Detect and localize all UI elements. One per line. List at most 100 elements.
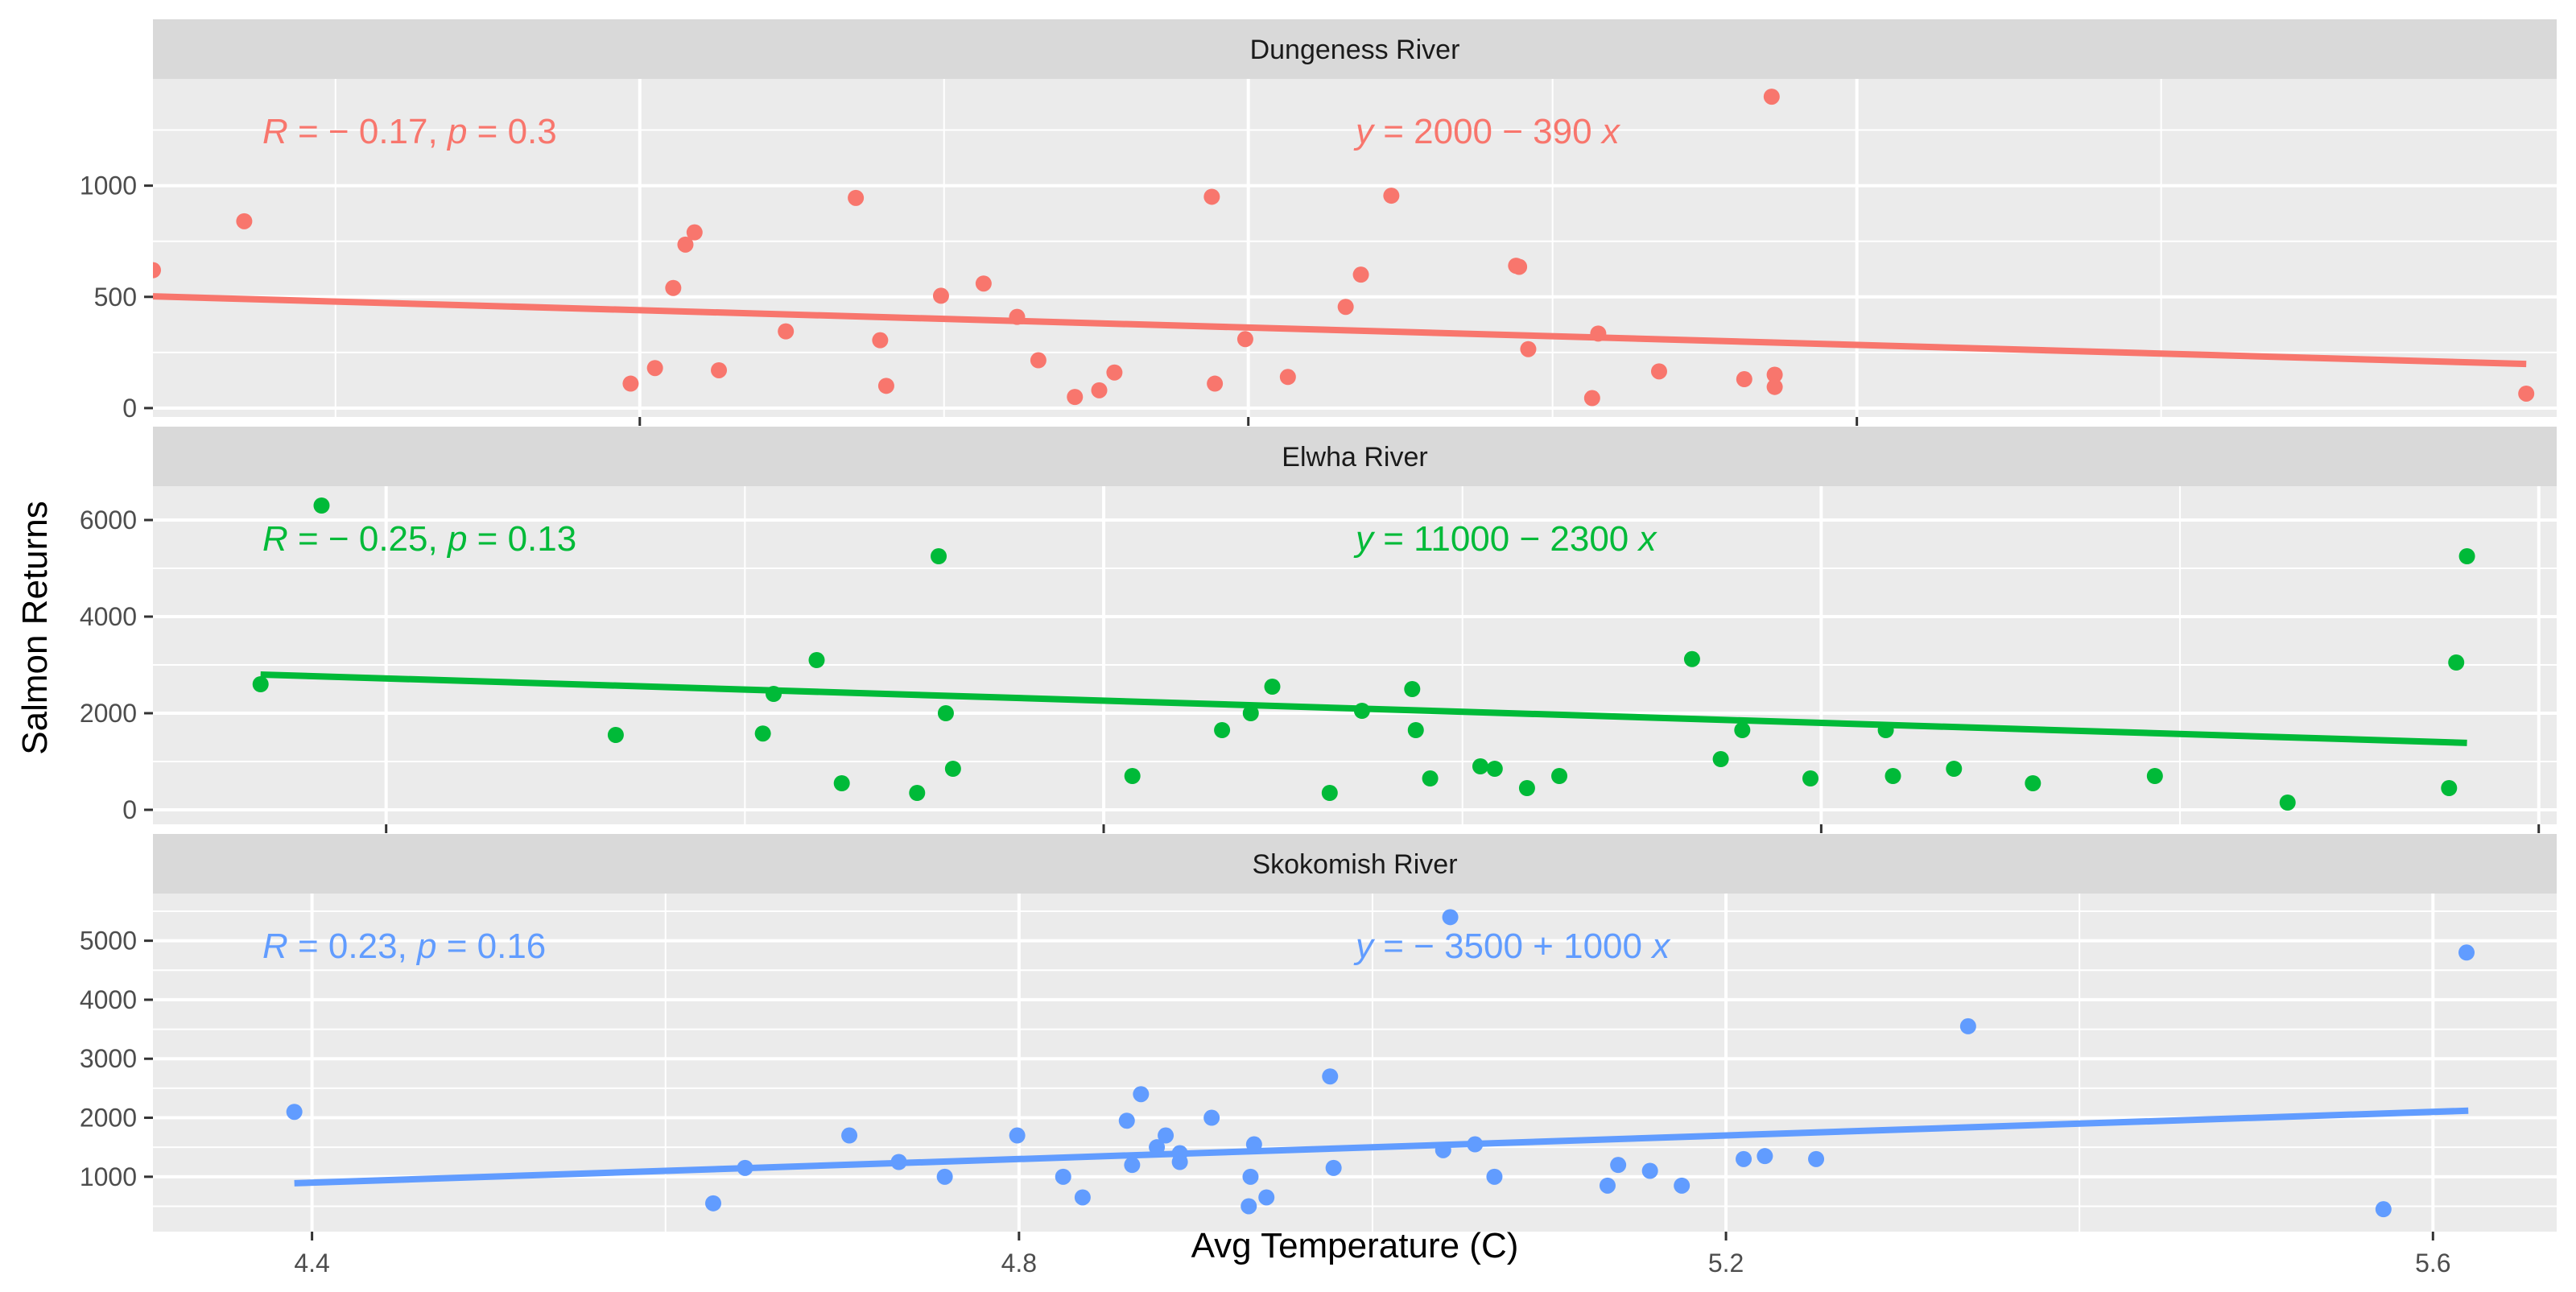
regression-equation-label: y = 2000 − 390 x — [1353, 112, 1621, 151]
y-tick-label: 2000 — [80, 1104, 137, 1133]
data-point — [1242, 1168, 1259, 1185]
data-point — [1337, 299, 1354, 316]
facet-strip — [153, 427, 2557, 486]
x-tick-label: 5.2 — [1708, 1249, 1744, 1278]
data-point — [737, 1159, 753, 1176]
data-point — [1650, 363, 1667, 380]
data-point — [1766, 378, 1783, 395]
data-point — [607, 727, 624, 743]
data-point — [2518, 385, 2535, 402]
data-point — [1674, 1177, 1690, 1194]
y-tick-label: 0 — [122, 394, 137, 423]
correlation-label: R = − 0.17, p = 0.3 — [262, 112, 557, 151]
data-point — [153, 262, 161, 279]
data-point — [1486, 761, 1503, 777]
x-axis-title: Avg Temperature (C) — [1191, 1226, 1519, 1265]
data-point — [1352, 266, 1369, 283]
regression-equation-label: y = 11000 − 2300 x — [1353, 519, 1657, 559]
data-point — [1404, 681, 1421, 697]
y-tick-label: 6000 — [80, 506, 137, 535]
data-point — [1207, 375, 1224, 392]
data-point — [1520, 341, 1537, 357]
x-tick-label: 4.4 — [294, 1249, 329, 1278]
data-point — [754, 725, 771, 742]
y-tick-label: 1000 — [80, 171, 137, 200]
data-point — [1236, 331, 1253, 348]
data-point — [1067, 389, 1084, 406]
data-point — [286, 1104, 303, 1121]
data-layer — [252, 497, 2475, 811]
data-point — [1074, 1189, 1091, 1206]
data-point — [1091, 382, 1108, 398]
data-point — [2279, 795, 2296, 811]
data-point — [1885, 768, 1901, 784]
y-tick-label: 0 — [122, 795, 137, 824]
data-point — [646, 360, 663, 377]
correlation-label: R = 0.23, p = 0.16 — [262, 927, 546, 966]
regression-equation-label: y = − 3500 + 1000 x — [1353, 927, 1671, 966]
data-point — [1736, 371, 1752, 388]
data-point — [2458, 944, 2475, 961]
data-point — [890, 1154, 907, 1170]
data-point — [778, 323, 795, 340]
data-point — [665, 279, 682, 296]
y-tick-label: 500 — [94, 283, 137, 312]
regression-line — [294, 1107, 2469, 1187]
data-point — [677, 236, 694, 253]
data-point — [1203, 188, 1220, 205]
panel-3: Skokomish River 4.4 4.8 5.2 5.6 1000 2000 3000 4… — [80, 834, 2557, 1278]
data-point — [1325, 1159, 1342, 1176]
data-point — [2448, 654, 2465, 671]
data-point — [1422, 770, 1439, 786]
data-point — [1158, 1127, 1174, 1144]
facet-strip — [153, 834, 2557, 894]
data-point — [1683, 650, 1700, 667]
data-point — [1030, 352, 1046, 369]
data-point — [1757, 1148, 1773, 1165]
data-point — [872, 332, 889, 349]
data-point — [848, 189, 865, 206]
data-point — [1712, 751, 1729, 767]
data-point — [1383, 188, 1400, 204]
data-point — [1118, 1112, 1135, 1129]
data-layer — [153, 89, 2535, 407]
data-point — [236, 213, 253, 229]
data-point — [1407, 722, 1424, 738]
data-point — [808, 652, 825, 668]
data-point — [1610, 1157, 1627, 1174]
data-point — [686, 224, 703, 241]
data-point — [1583, 390, 1600, 407]
data-point — [622, 375, 639, 392]
x-tick-label: 5.6 — [2415, 1249, 2450, 1278]
data-point — [252, 676, 269, 692]
data-point — [1946, 761, 1963, 777]
plot-background — [153, 486, 2557, 824]
data-point — [1518, 780, 1535, 796]
data-point — [931, 548, 947, 564]
data-point — [936, 1168, 953, 1185]
plot-background — [153, 79, 2557, 417]
data-point — [1590, 325, 1607, 342]
panel-2: Elwha River3.63.84.04.20200040006000R = … — [80, 427, 2557, 870]
data-point — [1149, 1139, 1166, 1156]
data-point — [1511, 258, 1528, 275]
data-point — [1322, 1068, 1339, 1085]
correlation-label: R = − 0.25, p = 0.13 — [262, 519, 576, 559]
data-point — [833, 775, 850, 791]
y-tick-label: 3000 — [80, 1044, 137, 1073]
data-point — [937, 705, 954, 721]
data-point — [932, 287, 949, 304]
data-point — [975, 275, 992, 292]
data-point — [1599, 1177, 1616, 1194]
data-point — [711, 361, 728, 378]
data-point — [2441, 780, 2458, 796]
data-point — [1258, 1189, 1275, 1206]
data-point — [877, 378, 894, 394]
data-point — [1442, 909, 1459, 926]
data-point — [1106, 364, 1123, 381]
data-point — [1241, 1198, 1257, 1215]
facet-strip — [153, 19, 2557, 79]
data-point — [1486, 1168, 1503, 1185]
